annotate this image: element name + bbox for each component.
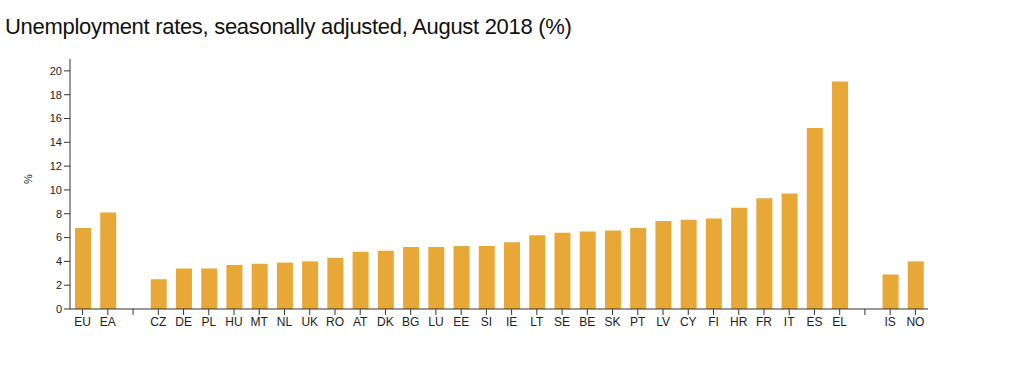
svg-text:PT: PT xyxy=(630,315,646,329)
svg-text:NL: NL xyxy=(277,315,293,329)
svg-text:EU: EU xyxy=(74,315,91,329)
svg-text:8: 8 xyxy=(56,208,62,220)
html-text:Unemployment rates, seasonally: Unemployment rates, seasonally adjusted,… xyxy=(5,14,572,39)
svg-text:FI: FI xyxy=(708,315,719,329)
svg-text:16: 16 xyxy=(50,112,62,124)
svg-text:14: 14 xyxy=(50,136,62,148)
svg-text:LT: LT xyxy=(530,315,544,329)
svg-text:IE: IE xyxy=(506,315,517,329)
svg-text:RO: RO xyxy=(326,315,344,329)
svg-text:SK: SK xyxy=(605,315,621,329)
svg-text:EA: EA xyxy=(100,315,116,329)
svg-text:IT: IT xyxy=(784,315,795,329)
svg-text:EL: EL xyxy=(832,315,847,329)
svg-text:DK: DK xyxy=(377,315,394,329)
svg-text:%: % xyxy=(22,174,34,184)
svg-text:2: 2 xyxy=(56,279,62,291)
svg-text:20: 20 xyxy=(50,65,62,77)
svg-text:CY: CY xyxy=(680,315,697,329)
svg-text:FR: FR xyxy=(756,315,772,329)
svg-text:HR: HR xyxy=(730,315,748,329)
svg-text:UK: UK xyxy=(301,315,318,329)
svg-text:BE: BE xyxy=(579,315,595,329)
svg-text:10: 10 xyxy=(50,184,62,196)
svg-text:0: 0 xyxy=(56,303,62,315)
svg-text:SI: SI xyxy=(481,315,492,329)
svg-text:MT: MT xyxy=(251,315,269,329)
svg-text:IS: IS xyxy=(884,315,895,329)
svg-text:LV: LV xyxy=(656,315,670,329)
svg-text:HU: HU xyxy=(225,315,242,329)
svg-text:SE: SE xyxy=(554,315,570,329)
svg-text:EE: EE xyxy=(453,315,469,329)
svg-text:18: 18 xyxy=(50,89,62,101)
svg-text:6: 6 xyxy=(56,231,62,243)
svg-text:12: 12 xyxy=(50,160,62,172)
svg-text:CZ: CZ xyxy=(150,315,166,329)
svg-text:BG: BG xyxy=(402,315,419,329)
svg-text:AT: AT xyxy=(353,315,368,329)
svg-text:NO: NO xyxy=(906,315,924,329)
svg-text:4: 4 xyxy=(56,255,62,267)
svg-text:PL: PL xyxy=(201,315,216,329)
svg-text:DE: DE xyxy=(175,315,192,329)
svg-text:ES: ES xyxy=(806,315,822,329)
svg-text:LU: LU xyxy=(428,315,443,329)
